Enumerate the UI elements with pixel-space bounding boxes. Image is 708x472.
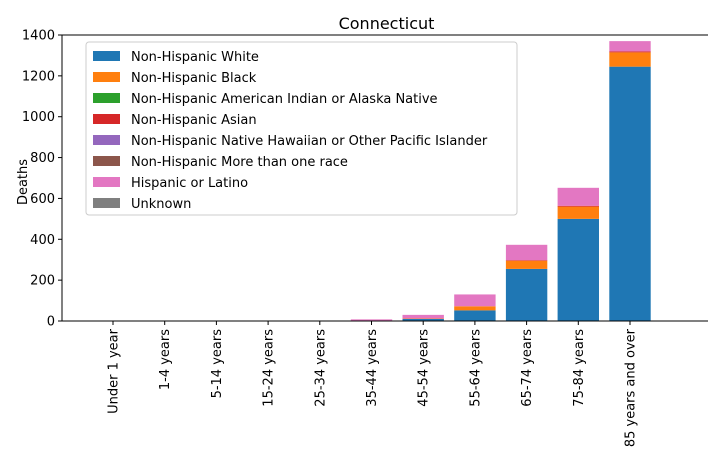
legend-frame [85,41,518,216]
bar-segment [609,51,651,53]
bar-segment [557,205,599,207]
legend-label: Non-Hispanic Asian [131,113,257,128]
bar-segment [402,318,444,321]
x-tick-label: 35-44 years [365,329,380,407]
y-tick-label: 1400 [22,29,55,44]
y-tick-label: 400 [30,233,55,248]
x-tick-label: 45-54 years [417,329,432,407]
bar-segment [454,310,496,321]
x-tick-label: 65-74 years [520,329,535,407]
legend-label: Non-Hispanic More than one race [131,155,348,170]
bar-segment [454,306,496,311]
y-tick-label: 600 [30,192,55,207]
legend-swatch [93,135,120,145]
bar-segment [454,294,496,307]
y-tick-label: 200 [30,274,55,289]
y-tick-label: 1200 [22,69,55,84]
legend: Non-Hispanic White Non-Hispanic Black Non-… [85,41,518,216]
x-tick-label: 1-4 years [158,329,173,390]
legend-label: Non-Hispanic Native Hawaiian or Other Pa… [131,134,488,149]
legend-swatch [93,51,120,61]
legend-swatch [93,156,120,166]
bar-segment [609,41,651,52]
bar-segment [557,206,599,219]
bar-segment [609,52,651,67]
y-tick-label: 1000 [22,110,55,125]
legend-swatch [93,177,120,187]
legend-swatch [93,114,120,124]
legend-swatch [93,93,120,103]
axes-layer: 0 200 400 600 800 1000 1200 1400 Under 1 year 1-4… [22,29,708,447]
bar-segment [505,260,548,269]
y-tick-label: 0 [47,315,55,330]
bars-layer [350,41,651,321]
x-tick-label: Under 1 year [107,328,122,414]
chart-title: Connecticut [339,14,435,33]
bar-segment [609,66,651,321]
x-tick-label: 25-34 years [313,329,328,407]
bar-segment [557,218,599,321]
legend-label: Non-Hispanic American Indian or Alaska N… [131,92,438,107]
bar-segment [350,319,393,321]
bar-segment [402,314,444,319]
bar-segment [505,244,548,261]
legend-label: Non-Hispanic White [131,50,259,65]
legend-swatch [93,72,120,82]
legend-swatch [93,198,120,208]
x-tick-label: 5-14 years [210,329,225,399]
x-tick-label: 15-24 years [262,329,277,407]
x-tick-label: 55-64 years [468,329,483,407]
x-tick-label: 85 years and over [624,328,639,447]
bar-segment [505,260,548,261]
bar-segment [505,268,548,321]
legend-label: Non-Hispanic Black [131,71,257,86]
legend-label: Unknown [131,197,191,212]
bar-segment [557,187,599,206]
y-axis-label: Deaths [16,159,31,205]
legend-label: Hispanic or Latino [131,176,248,191]
x-tick-label: 75-84 years [572,329,587,407]
y-tick-label: 800 [30,151,55,166]
